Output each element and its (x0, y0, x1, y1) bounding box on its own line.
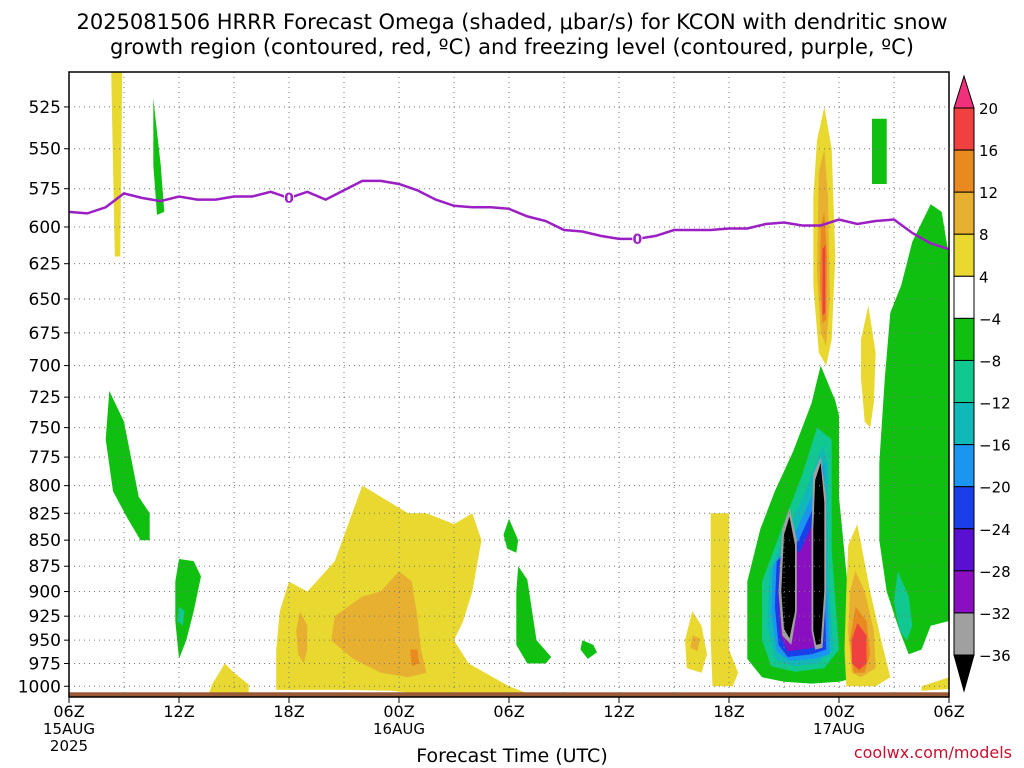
colorbar-box-7 (953, 402, 975, 446)
y-tick-label-800: 800 (29, 477, 61, 497)
colorbar-top-arrow (953, 74, 975, 109)
omega-region-11 (516, 566, 552, 664)
omega-region-0 (111, 72, 123, 257)
omega-region-36 (921, 677, 949, 691)
y-tick-label-975: 975 (29, 655, 61, 675)
colorbar-box-10 (953, 528, 975, 572)
y-tick-label-925: 925 (29, 607, 61, 627)
colorbar-label-2: 12 (979, 184, 998, 202)
x-tick-label-4: 06Z (493, 702, 524, 721)
x-tick-label-0: 06Z (53, 702, 84, 721)
y-tick-label-625: 625 (29, 255, 61, 275)
y-tick-label-775: 775 (29, 448, 61, 468)
freezing-level-label-1: 0 (632, 232, 642, 248)
omega-region-23 (781, 516, 795, 639)
credit-link[interactable]: coolwx.com/models (853, 743, 1012, 762)
omega-region-3 (175, 559, 201, 659)
colorbar-label-7: −12 (979, 395, 1011, 413)
x-axis-label: Forecast Time (UTC) (416, 745, 608, 767)
colorbar-box-5 (953, 317, 975, 361)
x-tick-label-1: 12Z (163, 702, 194, 721)
omega-region-10 (503, 518, 519, 553)
y-tick-label-825: 825 (29, 504, 61, 524)
colorbar-box-0 (953, 107, 975, 151)
omega-region-29 (822, 244, 826, 316)
y-tick-label-1000: 1000 (18, 677, 61, 697)
colorbar-box-6 (953, 359, 975, 404)
y-tick-label-575: 575 (29, 180, 61, 200)
freezing-level-line (68, 179, 950, 251)
colorbar-box-11 (953, 570, 975, 614)
y-tick-label-525: 525 (29, 98, 61, 118)
colorbar-label-4: 4 (979, 268, 989, 286)
y-tick-label-600: 600 (29, 218, 61, 238)
colorbar-box-9 (953, 486, 975, 530)
colorbar-label-6: −8 (979, 352, 1001, 370)
colorbar-box-8 (953, 444, 975, 488)
colorbar-label-13: −36 (979, 647, 1011, 665)
omega-region-15 (690, 635, 700, 652)
x-tick-year-0: 2025 (50, 737, 88, 755)
x-tick-label-8: 06Z (933, 702, 964, 721)
ground-surface (69, 692, 949, 697)
omega-region-8 (331, 571, 427, 678)
colorbar-box-1 (953, 149, 975, 193)
colorbar-label-11: −28 (979, 563, 1011, 581)
x-tick-date-0: 15AUG (43, 720, 95, 738)
omega-region-25 (813, 462, 825, 645)
omega-region-9 (410, 649, 420, 667)
omega-region-33 (851, 623, 867, 670)
colorbar-label-3: 8 (979, 226, 989, 244)
colorbar-label-10: −24 (979, 521, 1011, 539)
y-tick-label-650: 650 (29, 290, 61, 310)
y-tick-label-675: 675 (29, 324, 61, 344)
omega-region-37 (872, 118, 887, 184)
chart-title-line-2: growth region (contoured, red, ºC) and f… (110, 35, 914, 59)
colorbar-box-4 (953, 275, 975, 319)
x-tick-label-5: 12Z (603, 702, 634, 721)
omega-region-38 (879, 204, 949, 655)
omega-region-14 (710, 513, 739, 687)
colorbar-box-2 (953, 191, 975, 235)
colorbar-label-1: 16 (979, 142, 998, 160)
colorbar-box-3 (953, 233, 975, 277)
x-tick-label-2: 18Z (273, 702, 304, 721)
colorbar-box-12 (953, 612, 975, 656)
colorbar-bottom-arrow (953, 654, 975, 693)
colorbar-label-9: −20 (979, 479, 1011, 497)
y-tick-label-550: 550 (29, 140, 61, 160)
freezing-label-bg-1 (632, 231, 643, 246)
y-tick-label-900: 900 (29, 583, 61, 603)
omega-region-12 (580, 640, 597, 659)
colorbar-label-8: −16 (979, 437, 1011, 455)
colorbar-label-5: −4 (979, 310, 1001, 328)
y-tick-label-950: 950 (29, 631, 61, 651)
omega-region-39 (894, 571, 913, 641)
colorbar-label-12: −32 (979, 605, 1011, 623)
x-tick-label-3: 00Z (383, 702, 414, 721)
y-tick-label-750: 750 (29, 419, 61, 439)
omega-region-4 (177, 606, 185, 626)
y-tick-label-850: 850 (29, 531, 61, 551)
chart-title-line-1: 2025081506 HRRR Forecast Omega (shaded, … (76, 10, 948, 34)
freezing-label-bg-0 (284, 191, 294, 206)
colorbar-label-0: 20 (979, 100, 998, 118)
omega-region-7 (296, 611, 308, 664)
omega-region-1 (153, 98, 165, 215)
x-tick-label-7: 00Z (823, 702, 854, 721)
y-tick-label-700: 700 (29, 357, 61, 377)
freezing-level-label-0: 0 (284, 191, 294, 207)
x-tick-date-7: 17AUG (813, 720, 865, 738)
y-tick-label-725: 725 (29, 388, 61, 408)
x-tick-date-3: 16AUG (373, 720, 425, 738)
x-tick-label-6: 18Z (713, 702, 744, 721)
omega-region-2 (105, 390, 150, 541)
omega-region-5 (208, 663, 249, 696)
y-tick-label-875: 875 (29, 557, 61, 577)
